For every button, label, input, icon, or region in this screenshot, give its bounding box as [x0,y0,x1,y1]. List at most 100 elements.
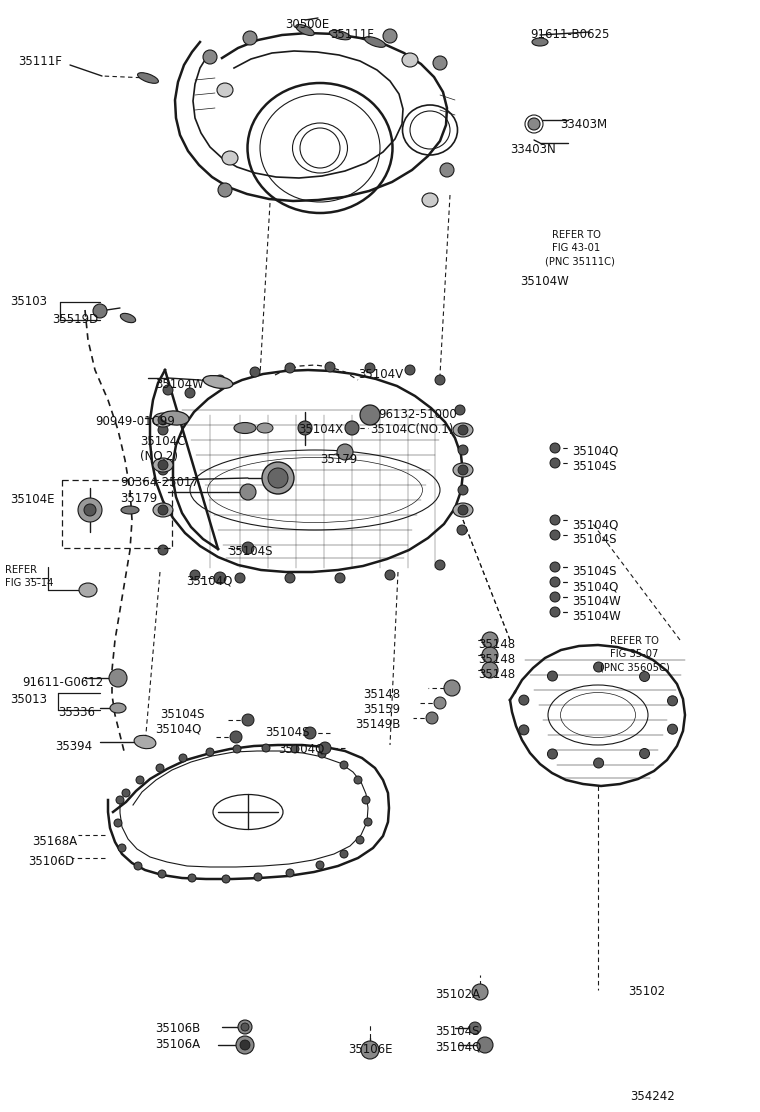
Circle shape [163,385,173,395]
Ellipse shape [402,53,418,67]
Circle shape [254,873,262,881]
Circle shape [84,504,96,516]
Circle shape [156,764,164,772]
Circle shape [215,375,225,385]
Text: 35149B: 35149B [355,718,401,731]
Text: REFER: REFER [5,565,37,575]
Text: 35104S: 35104S [572,533,616,546]
Text: 35104S: 35104S [228,545,273,558]
Text: 35103: 35103 [10,295,47,308]
Circle shape [285,363,295,373]
Text: 90364-25017: 90364-25017 [120,476,199,489]
Circle shape [222,875,230,883]
Text: 35104Q: 35104Q [155,723,201,736]
Circle shape [426,712,438,724]
Circle shape [158,460,168,470]
Circle shape [298,421,312,435]
Text: 35104Q: 35104Q [435,1041,481,1054]
Text: 35148: 35148 [478,668,515,681]
Circle shape [340,850,348,858]
Circle shape [444,681,460,696]
Circle shape [118,844,126,852]
Text: 35104X: 35104X [298,423,343,436]
Ellipse shape [120,314,135,322]
Circle shape [356,836,364,844]
Circle shape [179,754,187,762]
Circle shape [240,484,256,500]
Text: 35102: 35102 [628,985,665,997]
Text: 35104W: 35104W [155,378,204,391]
Text: (PNC 35111C): (PNC 35111C) [545,256,615,266]
Bar [62,480,172,548]
Text: 35148: 35148 [363,688,400,701]
Text: 33403M: 33403M [560,118,607,131]
Circle shape [337,444,353,460]
Ellipse shape [422,193,438,207]
Circle shape [158,415,168,425]
Text: 35168A: 35168A [32,835,77,848]
Text: 35394: 35394 [55,739,92,753]
Ellipse shape [110,703,126,713]
Circle shape [482,632,498,648]
Circle shape [364,818,372,826]
Circle shape [319,742,331,754]
Circle shape [435,560,445,570]
Ellipse shape [153,503,173,517]
Ellipse shape [222,151,238,165]
Text: FIG 35-07: FIG 35-07 [610,649,658,659]
Ellipse shape [234,423,256,434]
Circle shape [550,515,560,525]
Text: 91611-B0625: 91611-B0625 [530,28,610,41]
Circle shape [304,727,316,739]
Text: 35148: 35148 [478,653,515,666]
Text: 35104Q: 35104Q [572,518,619,532]
Text: 35104Q: 35104Q [278,743,325,756]
Circle shape [547,749,557,759]
Text: 35148: 35148 [478,638,515,651]
Text: 35104C(NO.1): 35104C(NO.1) [370,423,454,436]
Text: 30500E: 30500E [285,18,329,31]
Text: 91611-G0612: 91611-G0612 [22,676,103,689]
Circle shape [550,458,560,468]
Ellipse shape [257,423,273,433]
Text: 35013: 35013 [10,693,47,706]
Circle shape [594,662,603,672]
Text: 35104W: 35104W [572,610,621,623]
Circle shape [114,820,122,827]
Circle shape [365,363,375,373]
Ellipse shape [453,463,473,477]
Text: 35179: 35179 [120,492,157,505]
Text: 35106D: 35106D [28,855,74,868]
Text: 35336: 35336 [58,706,95,719]
Circle shape [482,647,498,663]
Circle shape [385,570,395,580]
Circle shape [242,542,254,554]
Circle shape [316,861,324,868]
Circle shape [482,662,498,678]
Circle shape [158,505,168,515]
Circle shape [122,790,130,797]
Circle shape [519,725,529,735]
Text: 354242: 354242 [630,1090,675,1103]
Circle shape [286,868,294,877]
Circle shape [433,56,447,70]
Text: REFER TO: REFER TO [610,636,659,646]
Text: 35104V: 35104V [358,368,403,381]
Text: 35111F: 35111F [330,28,374,41]
Circle shape [318,749,326,758]
Circle shape [285,573,295,583]
Text: FIG 43-01: FIG 43-01 [552,244,600,254]
Circle shape [158,505,168,515]
Circle shape [241,1023,249,1031]
Text: 35104S: 35104S [435,1025,480,1037]
Text: 35104Q: 35104Q [186,575,233,588]
Text: 35104S: 35104S [160,708,204,721]
Circle shape [188,874,196,882]
Circle shape [639,748,650,758]
Circle shape [667,724,677,734]
Circle shape [455,405,465,415]
Circle shape [383,29,397,43]
Text: 90949-01C99: 90949-01C99 [95,415,175,428]
Text: 35106B: 35106B [155,1022,200,1035]
Ellipse shape [453,423,473,437]
